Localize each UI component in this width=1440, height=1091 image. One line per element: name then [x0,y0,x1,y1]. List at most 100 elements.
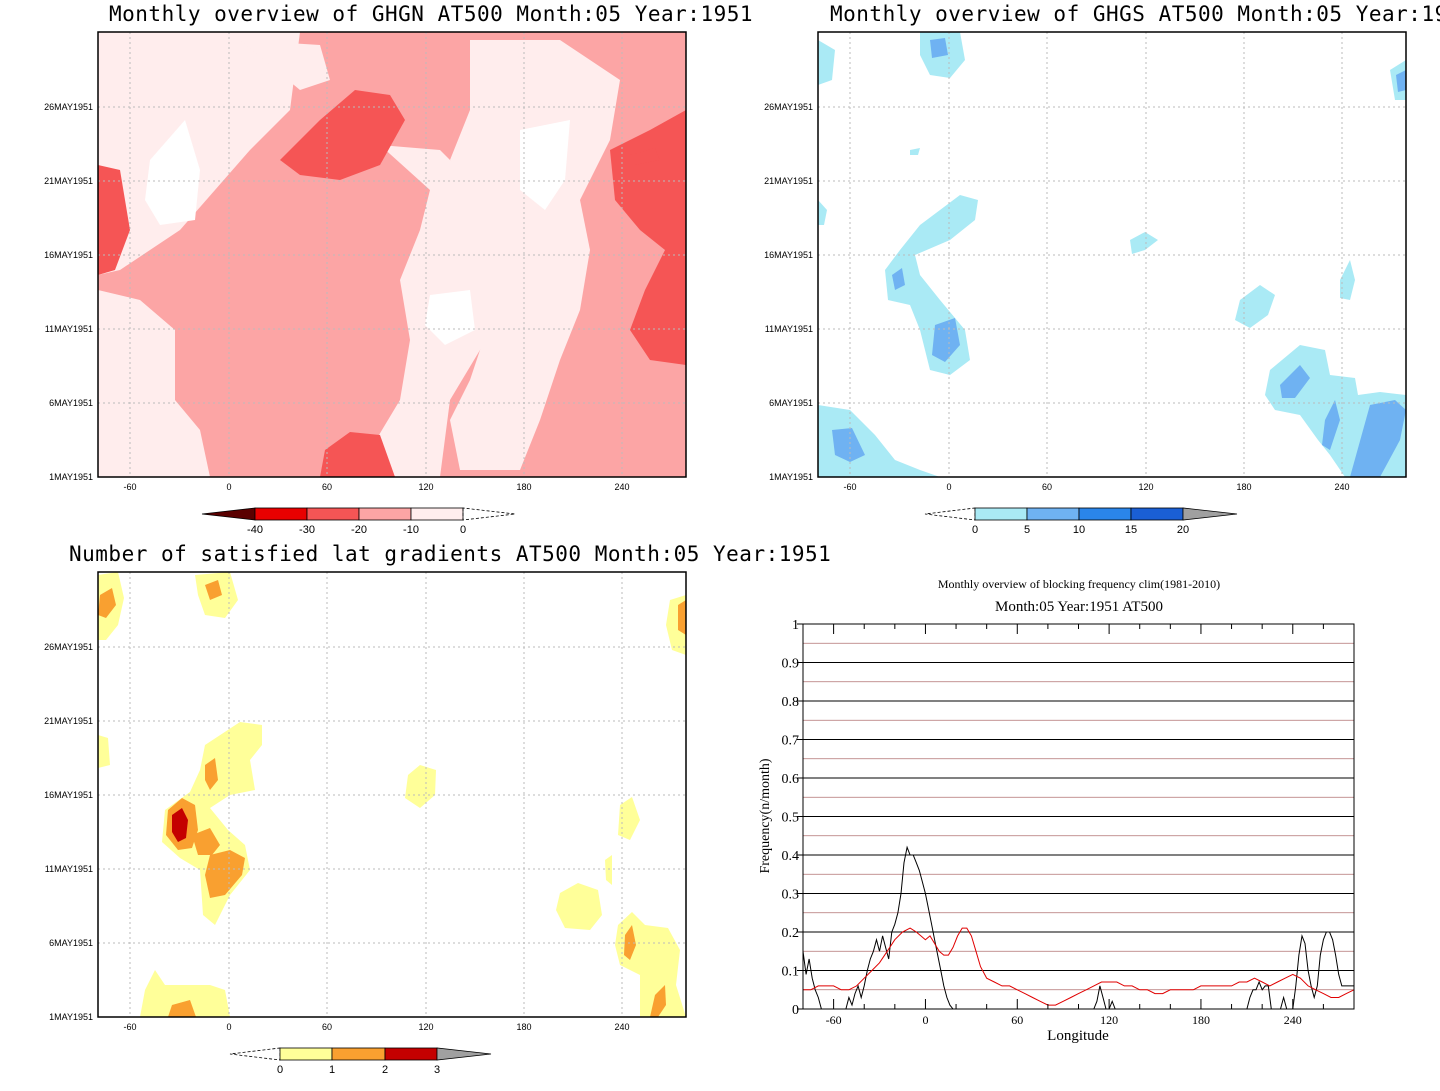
lon-tick: 120 [1138,482,1153,492]
series-line-red [803,927,1355,1006]
ghgs-contour-light [1235,285,1275,328]
date-tick: 1MAY1951 [769,472,813,482]
lat-grid [98,572,686,1017]
lon-tick: 240 [614,482,629,492]
x-tick-label: 0 [922,1013,928,1027]
ghgs-contour-light [1340,260,1355,300]
y-tick-label: 0.6 [782,772,800,787]
x-tick-label: -60 [826,1013,842,1027]
y-tick-label: 0.7 [782,734,800,749]
lat-map: 1MAY1951 6MAY1951 11MAY1951 16MAY1951 2 1… [44,571,687,1076]
ghgs-contour-light [818,40,835,85]
ghgn-contour-red [280,90,405,180]
ghgn-contour-red [98,165,130,275]
lon-tick: -60 [123,1022,136,1032]
ghgs-contour-mid [1322,400,1340,450]
date-tick: 16MAY1951 [44,250,93,260]
lon-tick: 60 [322,1022,332,1032]
date-tick: 6MAY1951 [49,938,93,948]
x-tick-label: 60 [1011,1013,1023,1027]
ghgn-grid [98,32,686,477]
lon-tick: 180 [516,1022,531,1032]
lat-contour-orange [650,985,666,1017]
date-tick: 26MAY1951 [764,102,813,112]
x-tick-label: 240 [1284,1013,1302,1027]
freq-lines [802,845,1355,1010]
ghgn-contour-white [145,120,200,225]
ghgn-contour-white [240,40,330,90]
ghgs-contour-light [1130,232,1158,254]
lat-contour-red [172,808,188,842]
x-tick-label: 180 [1192,1013,1210,1027]
lon-tick: 60 [322,482,332,492]
y-tick-label: 0 [792,1003,799,1018]
lat-contour-yellow [405,765,436,808]
colorbar-label: 5 [1024,524,1030,536]
freq-xlabel: Longitude [1047,1028,1109,1044]
date-tick: 21MAY1951 [44,176,93,186]
colorbar-label: 2 [382,1064,388,1076]
colorbar-label: -20 [351,524,367,536]
ghgn-contour-white [98,290,210,477]
ghgn-contour-white [425,290,475,345]
lon-tick: 0 [226,1022,231,1032]
y-tick-label: 0.8 [782,695,800,710]
y-tick-label: 0.3 [782,888,800,903]
ghgn-map: 1MAY1951 6MAY1951 11MAY1951 16MAY1951 21… [44,31,687,536]
ghgs-title: Monthly overview of GHGS AT500 Month:05 … [830,2,1440,26]
date-tick: 1MAY1951 [49,1012,93,1022]
colorbar-label: -30 [299,524,315,536]
lat-contour-orange [98,588,116,618]
ghgs-map: 1MAY1951 6MAY1951 11MAY1951 16MAY1951 21… [764,31,1407,536]
lon-tick: 180 [516,482,531,492]
freq-chart: Monthly overview of blocking frequency c… [758,577,1355,1044]
y-tick-label: 0.4 [782,849,800,864]
date-tick: 1MAY1951 [49,472,93,482]
ghgn-colorbar: -40 -30 -20 -10 0 [201,507,516,536]
lon-tick: 180 [1236,482,1251,492]
lon-tick: 120 [418,482,433,492]
colorbar-label: 3 [434,1064,440,1076]
ghgs-contour-light [910,148,920,155]
y-tick-label: 0.5 [782,811,800,826]
ghgn-frame [97,31,687,478]
y-tick-label: 0.9 [782,657,800,672]
lat-contour-orange [205,758,218,790]
date-tick: 6MAY1951 [49,398,93,408]
ghgn-contour-red [320,432,395,477]
ghgs-contours [818,32,1406,477]
date-tick: 16MAY1951 [44,790,93,800]
ghgn-title: Monthly overview of GHGN AT500 Month:05 … [109,2,754,26]
colorbar-label: 0 [277,1064,283,1076]
date-tick: 11MAY1951 [45,864,93,874]
date-tick: 16MAY1951 [764,250,813,260]
lon-tick: -60 [123,482,136,492]
ghgs-grid [818,32,1406,477]
colorbar-label: 10 [1073,524,1085,536]
lon-tick: 240 [614,1022,629,1032]
lat-contour-orange [168,1000,196,1017]
lat-contour-yellow [98,735,110,768]
ghgn-contours [98,32,686,477]
lat-contour-orange [678,600,686,635]
lat-contour-yellow [618,797,640,840]
lon-tick: 120 [418,1022,433,1032]
date-tick: 11MAY1951 [45,324,93,334]
ghgs-contour-mid [1396,70,1406,92]
ghgs-contour-mid [1350,400,1406,477]
y-tick-label: 1 [792,618,799,633]
ghgs-contour-mid [1280,365,1310,398]
ghgn-contour-red [610,110,686,365]
lon-tick: 60 [1042,482,1052,492]
lon-tick: 0 [946,482,951,492]
lat-colorbar: 0 1 2 3 [229,1047,492,1076]
lat-contour-orange [205,850,245,898]
colorbar-label: 15 [1125,524,1137,536]
lon-tick: -60 [843,482,856,492]
freq-grid [803,623,1354,1010]
lon-tick: 0 [226,482,231,492]
colorbar-label: 0 [972,524,978,536]
date-tick: 6MAY1951 [769,398,813,408]
lat-contour-yellow [605,855,612,885]
ghgn-contour-red [630,148,660,165]
